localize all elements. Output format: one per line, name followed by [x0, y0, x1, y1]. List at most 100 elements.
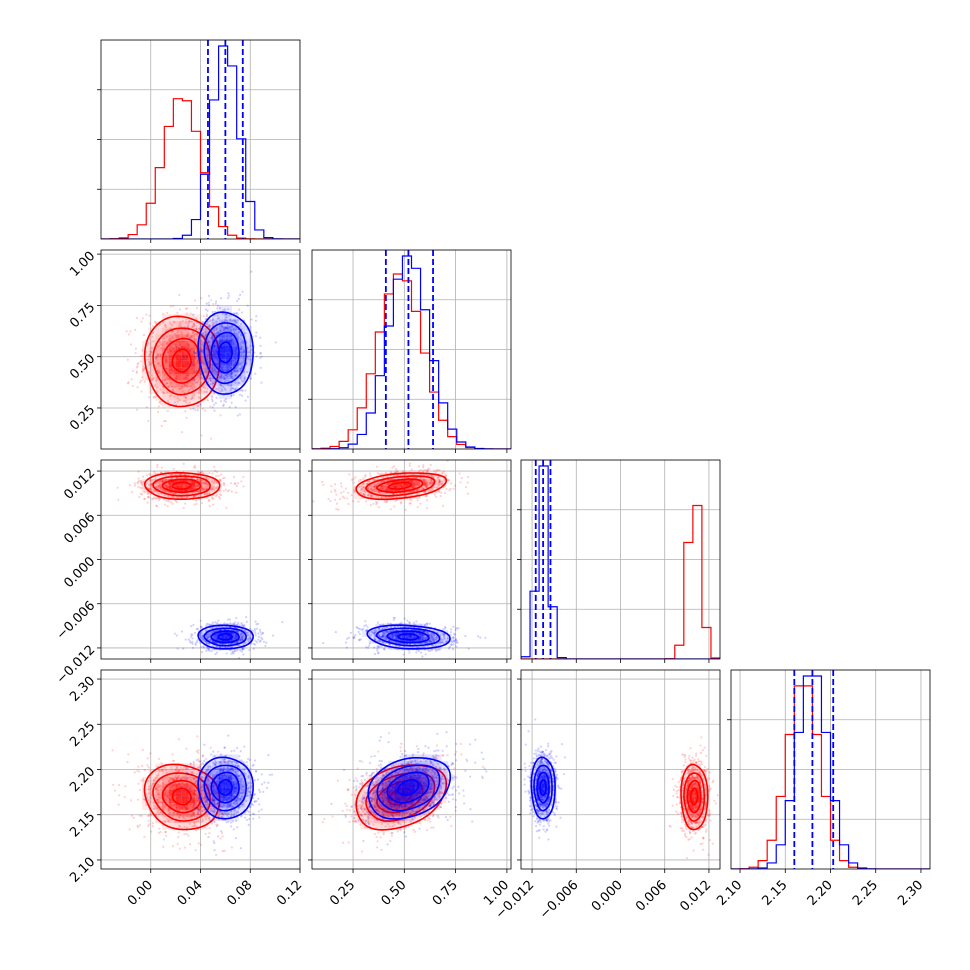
scatter-point [355, 626, 358, 629]
scatter-point [415, 645, 419, 649]
contour-line [387, 481, 413, 490]
scatter-point [199, 625, 202, 628]
scatter-point [427, 649, 430, 652]
scatter-point [373, 483, 376, 486]
scatter-point [423, 479, 426, 482]
scatter-point [412, 621, 416, 624]
scatter-point [176, 501, 179, 504]
scatter-point [378, 623, 382, 627]
scatter-point [380, 636, 384, 639]
scatter-point [232, 623, 236, 626]
scatter-point [210, 365, 213, 369]
density-block [161, 492, 169, 500]
scatter-point [180, 387, 183, 390]
scatter-point [189, 312, 192, 315]
scatter-point [235, 321, 238, 324]
density-block [218, 326, 226, 333]
density-block [148, 354, 156, 361]
scatter-point [454, 637, 458, 641]
density-block [188, 380, 196, 388]
scatter-point [218, 645, 222, 649]
scatter-point [146, 358, 150, 361]
scatter-point [234, 649, 237, 652]
scatter-point [203, 492, 206, 496]
density-block [205, 332, 213, 340]
scatter-point [136, 365, 139, 368]
density-block [373, 479, 381, 486]
scatter-point [370, 487, 373, 490]
scatter-point [203, 493, 206, 496]
scatter-point [193, 503, 196, 506]
scatter-point [254, 334, 258, 338]
density-block [168, 393, 176, 401]
scatter-point [257, 632, 260, 635]
scatter-point [209, 379, 212, 382]
scatter-point [196, 307, 199, 310]
scatter-point [180, 476, 183, 479]
scatter-point [163, 805, 166, 809]
scatter-point [212, 302, 215, 306]
scatter-point [210, 337, 213, 340]
scatter-point [228, 327, 231, 330]
density-block [155, 327, 162, 335]
scatter-point [184, 328, 187, 331]
scatter-point [221, 324, 224, 327]
scatter-point [225, 375, 229, 378]
density-block [201, 492, 209, 500]
scatter-point [259, 352, 262, 355]
scatter-point [372, 631, 376, 634]
scatter-point [383, 632, 386, 636]
scatter-point [134, 351, 137, 355]
scatter-point [187, 328, 190, 331]
density-block [181, 387, 189, 394]
panel-plot-area [101, 460, 300, 659]
scatter-point [360, 488, 363, 491]
scatter-point [184, 318, 188, 321]
scatter-point [432, 475, 435, 479]
scatter-point [219, 390, 222, 393]
scatter-point [240, 346, 243, 349]
scatter-point [378, 482, 381, 485]
scatter-point [169, 337, 172, 340]
scatter-point [180, 473, 183, 476]
scatter-point [426, 484, 429, 487]
scatter-point [327, 497, 330, 501]
density-block [198, 636, 206, 644]
scatter-point [241, 634, 245, 637]
scatter-point [178, 293, 181, 297]
density-block [420, 479, 427, 486]
scatter-point [196, 404, 199, 408]
scatter-point [215, 326, 218, 330]
scatter-point [182, 354, 185, 357]
scatter-point [150, 350, 153, 353]
contour-line [203, 322, 247, 385]
scatter-point [242, 625, 245, 628]
scatter-point [421, 634, 424, 637]
scatter-point [479, 636, 482, 639]
scatter-point [200, 626, 204, 630]
scatter-point [373, 652, 377, 656]
scatter-point [436, 476, 440, 479]
scatter-point [210, 336, 214, 339]
scatter-point [200, 324, 203, 328]
density-block [395, 623, 402, 631]
scatter-point [205, 482, 208, 486]
scatter-point [227, 292, 230, 295]
density-block [208, 485, 216, 493]
scatter-point [238, 367, 241, 370]
scatter-point [134, 328, 137, 331]
density-block [161, 374, 169, 381]
scatter-point [447, 479, 450, 482]
density-block [181, 380, 189, 388]
scatter-point [224, 488, 227, 491]
density-block [245, 365, 252, 373]
panel-3-0: 0.00 0.04 0.08 0.122.102.152.202.252.30 [67, 669, 305, 909]
scatter-point [196, 374, 200, 377]
scatter-point [216, 470, 219, 474]
scatter-point [207, 324, 211, 328]
scatter-point [230, 401, 233, 404]
scatter-point [424, 483, 427, 486]
scatter-point [140, 379, 143, 382]
scatter-point [439, 642, 442, 645]
scatter-point [321, 480, 324, 484]
